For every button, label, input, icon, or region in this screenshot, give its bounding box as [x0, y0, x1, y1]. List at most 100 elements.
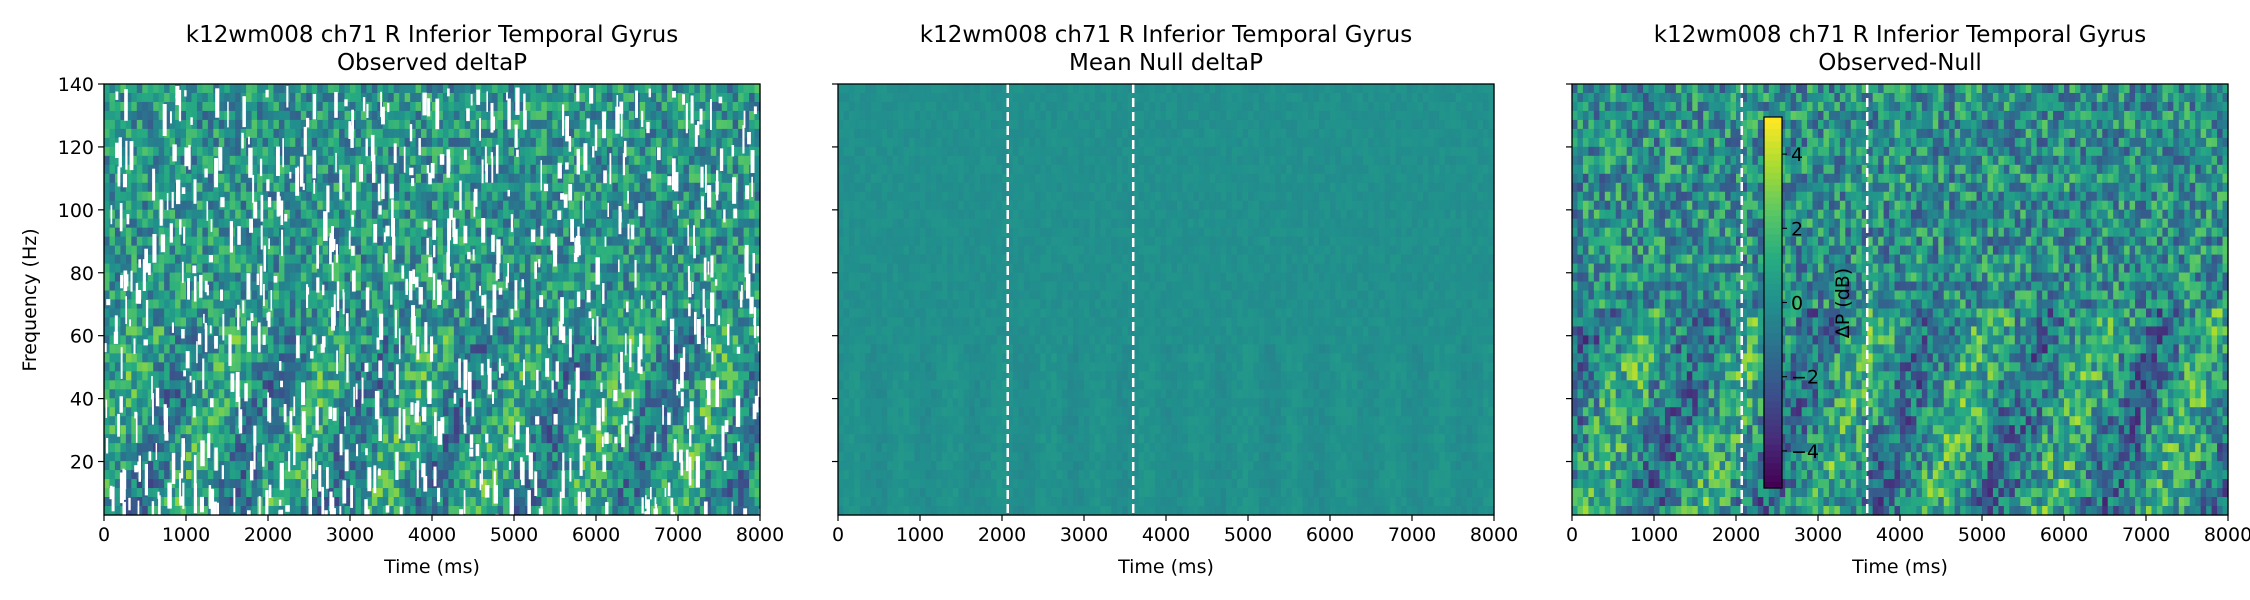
- heatmap-cell: [634, 371, 641, 381]
- heatmap-cell: [355, 389, 362, 399]
- heatmap-cell: [448, 416, 455, 426]
- heatmap-cell: [388, 353, 395, 363]
- heatmap-cell: [131, 110, 138, 121]
- heatmap-cell: [514, 191, 521, 202]
- heatmap-cell: [683, 218, 690, 229]
- heatmap-cell: [574, 173, 581, 184]
- heatmap-cell: [650, 272, 657, 283]
- heatmap-cell: [716, 101, 723, 112]
- heatmap-cell: [377, 218, 384, 229]
- heatmap-cell: [453, 92, 460, 103]
- heatmap-cell: [120, 218, 127, 229]
- heatmap-cell: [371, 416, 378, 426]
- heatmap-cell: [355, 443, 362, 453]
- heatmap-cell: [311, 263, 318, 274]
- heatmap-cell: [404, 416, 411, 426]
- heatmap-cell: [678, 443, 685, 453]
- heatmap-cell: [306, 254, 313, 265]
- heatmap-cell: [399, 398, 406, 408]
- heatmap-cell: [749, 263, 756, 274]
- heatmap-cell: [131, 173, 138, 184]
- heatmap-cell: [207, 443, 214, 453]
- heatmap-cell: [104, 84, 111, 94]
- heatmap-cell: [104, 110, 111, 121]
- heatmap-cell: [147, 371, 154, 381]
- heatmap-cell: [568, 389, 575, 399]
- heatmap-cell: [656, 164, 663, 175]
- heatmap-cell: [246, 389, 253, 399]
- heatmap-cell: [333, 263, 340, 274]
- heatmap-cell: [136, 416, 143, 426]
- heatmap-cell: [453, 416, 460, 426]
- heatmap-cell: [492, 92, 499, 103]
- heatmap-cell: [268, 227, 275, 238]
- heatmap-cell: [104, 272, 111, 283]
- heatmap-cell: [262, 389, 269, 399]
- heatmap-cell: [667, 209, 674, 220]
- heatmap-cell: [169, 425, 176, 435]
- heatmap-cell: [328, 146, 335, 157]
- heatmap-cell: [552, 119, 559, 130]
- heatmap-cell: [585, 110, 592, 121]
- heatmap-cell: [710, 326, 717, 337]
- heatmap-cell: [355, 155, 362, 166]
- heatmap-cell: [153, 326, 160, 337]
- heatmap-cell: [268, 425, 275, 435]
- heatmap-cell: [426, 353, 433, 363]
- heatmap-cell: [306, 182, 313, 193]
- heatmap-cell: [481, 164, 488, 175]
- heatmap-cell: [153, 344, 160, 354]
- heatmap-cell: [437, 371, 444, 381]
- heatmap-cell: [109, 299, 116, 310]
- heatmap-cell: [300, 272, 307, 283]
- heatmap-cell: [448, 173, 455, 184]
- heatmap-cell: [388, 398, 395, 408]
- heatmap-cell: [448, 290, 455, 301]
- heatmap-cell: [617, 281, 624, 292]
- heatmap-cell: [109, 245, 116, 256]
- heatmap-cell: [738, 416, 745, 426]
- heatmap-cell: [732, 164, 739, 175]
- heatmap-cell: [464, 299, 471, 310]
- heatmap-cell: [142, 200, 149, 211]
- heatmap-cell: [120, 155, 127, 166]
- heatmap-cell: [426, 371, 433, 381]
- heatmap-cell: [344, 146, 351, 157]
- heatmap-cell: [186, 84, 193, 94]
- heatmap-cell: [114, 101, 121, 112]
- heatmap-cell: [514, 362, 521, 372]
- heatmap-cell: [459, 209, 466, 220]
- heatmap-cell: [317, 119, 324, 130]
- heatmap-cell: [268, 137, 275, 148]
- heatmap-cell: [442, 380, 449, 390]
- heatmap-cell: [131, 434, 138, 444]
- heatmap-cell: [333, 290, 340, 301]
- heatmap-cell: [672, 227, 679, 238]
- heatmap-cell: [153, 92, 160, 103]
- heatmap-cell: [541, 398, 548, 408]
- heatmap-cell: [732, 245, 739, 256]
- heatmap-cell: [421, 317, 428, 328]
- heatmap-cell: [699, 353, 706, 363]
- heatmap-cell: [645, 425, 652, 435]
- heatmap-cell: [136, 335, 143, 345]
- heatmap-cell: [350, 371, 357, 381]
- heatmap-cell: [393, 200, 400, 211]
- heatmap-cell: [196, 263, 203, 274]
- heatmap-cell: [136, 380, 143, 390]
- heatmap-cell: [104, 191, 111, 202]
- heatmap-cell: [486, 191, 493, 202]
- heatmap-cell: [672, 380, 679, 390]
- heatmap-cell: [710, 389, 717, 399]
- heatmap-cell: [109, 272, 116, 283]
- heatmap-cell: [306, 146, 313, 157]
- heatmap-cell: [694, 155, 701, 166]
- heatmap-cell: [382, 326, 389, 337]
- heatmap-cell: [360, 380, 367, 390]
- heatmap-cell: [628, 353, 635, 363]
- heatmap-cell: [251, 245, 258, 256]
- heatmap-cell: [360, 173, 367, 184]
- heatmap-cell: [257, 389, 264, 399]
- heatmap-cell: [207, 155, 214, 166]
- heatmap-cell: [284, 137, 291, 148]
